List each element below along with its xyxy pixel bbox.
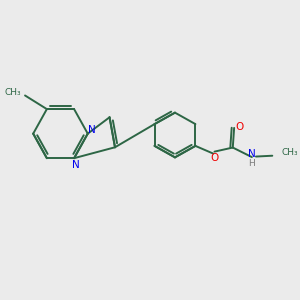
Text: N: N bbox=[72, 160, 79, 170]
Text: CH₃: CH₃ bbox=[4, 88, 21, 97]
Text: N: N bbox=[88, 124, 96, 135]
Text: O: O bbox=[236, 122, 244, 132]
Text: H: H bbox=[248, 159, 255, 168]
Text: N: N bbox=[248, 149, 256, 159]
Text: O: O bbox=[210, 153, 219, 163]
Text: CH₃: CH₃ bbox=[282, 148, 298, 158]
